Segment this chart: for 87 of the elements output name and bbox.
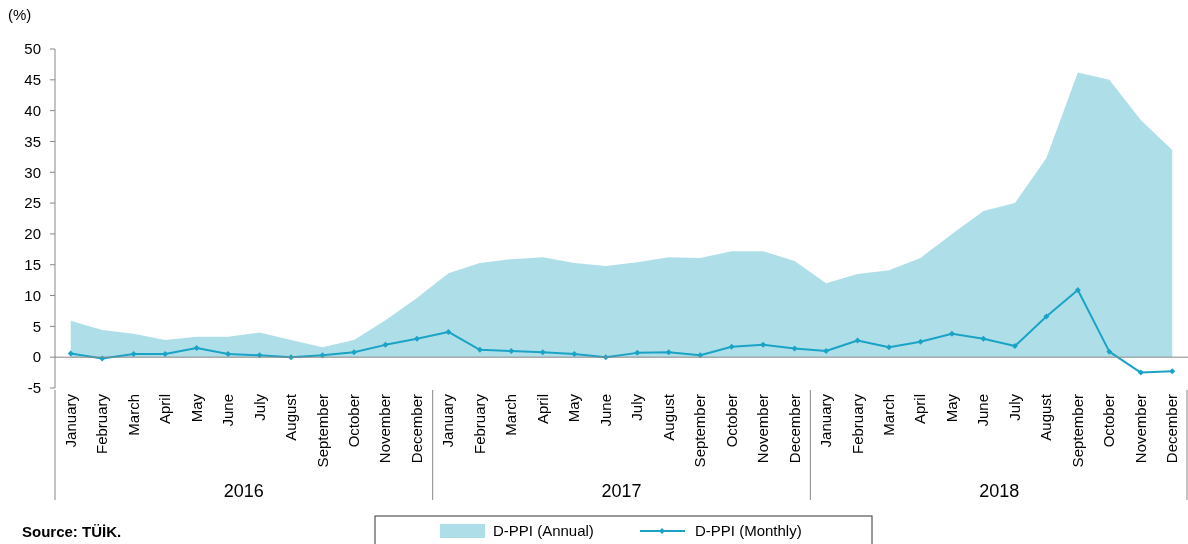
x-tick-label: May (565, 393, 583, 423)
x-tick-label: February (93, 393, 111, 455)
x-tick-label: April (533, 394, 551, 425)
x-tick-label: September (1068, 394, 1086, 468)
point (350, 349, 357, 356)
x-tick-label: February (470, 393, 488, 455)
point (948, 330, 955, 337)
point (854, 337, 861, 344)
point (539, 349, 546, 356)
x-tick-label: May (942, 393, 960, 423)
source-note: Source: TÜİK. (22, 523, 122, 540)
x-tick-label: September (691, 394, 709, 468)
y-tick-label: 10 (24, 286, 41, 304)
y-tick-label: 15 (24, 255, 41, 273)
point (67, 350, 74, 357)
legend-label: D-PPI (Annual) (493, 522, 594, 540)
x-tick-label: July (1005, 393, 1023, 421)
x-tick-label: January (61, 393, 79, 448)
text: 2017 (601, 481, 642, 501)
point (823, 348, 830, 355)
point (791, 345, 798, 352)
point (634, 349, 641, 356)
x-tick-label: August (659, 393, 677, 441)
x-tick-label: December (785, 394, 803, 464)
point (130, 351, 137, 358)
point (728, 343, 735, 350)
y-tick-label: 30 (24, 163, 41, 181)
legend-label: D-PPI (Monthly) (695, 522, 802, 540)
x-tick-label: November (1131, 394, 1149, 464)
point (1106, 348, 1113, 355)
x-tick-label: February (848, 393, 866, 455)
y-tick-label: 0 (32, 348, 41, 366)
point (193, 344, 200, 351)
point (256, 352, 263, 359)
x-tick-label: April (156, 394, 174, 425)
x-tick-label: October (1100, 394, 1118, 448)
x-tick-label: March (502, 394, 520, 436)
point (1043, 313, 1050, 320)
x-tick-label: March (124, 394, 142, 436)
point (162, 351, 169, 358)
point (1169, 368, 1176, 375)
point (571, 351, 578, 358)
x-tick-label: January (817, 393, 835, 448)
x-tick-label: July (628, 393, 646, 421)
point (476, 346, 483, 353)
x-tick-label: June (219, 394, 237, 427)
point (886, 344, 893, 351)
y-tick-label: 45 (24, 71, 41, 89)
y-tick-label: 35 (24, 132, 41, 150)
x-tick-label: December (407, 394, 425, 464)
point (1011, 343, 1018, 350)
point (382, 341, 389, 348)
x-tick-label: March (880, 394, 898, 436)
point (665, 349, 672, 356)
x-tick-label: September (313, 394, 331, 468)
point (319, 352, 326, 359)
text: 2018 (979, 481, 1020, 501)
x-tick-label: November (376, 394, 394, 464)
y-tick-label: 50 (24, 40, 41, 58)
y-tick-label: 5 (32, 317, 41, 335)
x-tick-label: October (722, 394, 740, 448)
x-tick-label: May (187, 393, 205, 423)
point (980, 335, 987, 342)
point (1074, 287, 1081, 293)
x-tick-label: June (974, 394, 992, 427)
point (445, 328, 452, 335)
point (1137, 369, 1144, 376)
y-axis-title: (%) (8, 6, 32, 23)
text: 2016 (223, 481, 264, 501)
x-tick-label: November (754, 394, 772, 464)
x-tick-label: August (282, 393, 300, 441)
x-tick-label: December (1163, 394, 1181, 464)
point (413, 335, 420, 342)
x-tick-label: October (344, 394, 362, 448)
x-tick-label: July (250, 393, 268, 421)
y-tick-label: 25 (24, 194, 41, 212)
x-tick-label: April (911, 394, 929, 425)
y-tick-label: 20 (24, 225, 41, 243)
point (225, 351, 232, 358)
x-tick-label: January (439, 393, 457, 448)
point (917, 338, 924, 345)
y-tick-label: 40 (24, 101, 41, 119)
x-tick-label: June (596, 394, 614, 427)
x-tick-label: August (1037, 393, 1055, 441)
point (508, 348, 515, 355)
y-tick-label: -5 (27, 379, 41, 397)
point (760, 341, 767, 348)
